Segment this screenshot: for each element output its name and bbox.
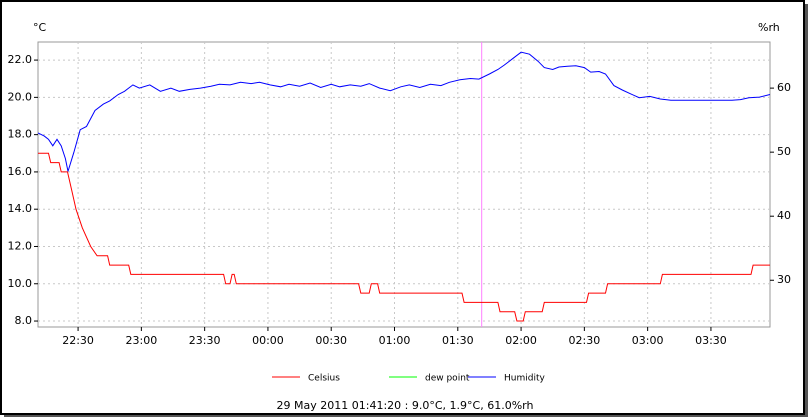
series-line	[38, 152, 770, 322]
y-tick-label: 18.0	[8, 128, 33, 141]
x-tick-label: 01:30	[442, 334, 474, 347]
x-tick-label: 23:00	[126, 334, 158, 347]
legend-label: Celsius	[308, 374, 340, 384]
y2-tick-label: 50	[777, 145, 791, 158]
x-tick-label: 02:00	[505, 334, 537, 347]
x-tick-label: 23:30	[189, 334, 221, 347]
y2-tick-label: 60	[777, 81, 791, 94]
y-tick-label: 22.0	[8, 53, 33, 66]
series-line	[37, 51, 771, 172]
y-tick-label: 20.0	[8, 90, 33, 103]
y2-axis-label: %rh	[758, 21, 780, 34]
legend-label: Humidity	[504, 374, 545, 384]
y2-tick-label: 40	[777, 209, 791, 222]
y2-tick-label: 30	[777, 273, 791, 286]
y-tick-label: 14.0	[8, 202, 33, 215]
y-tick-label: 8.0	[15, 314, 33, 327]
x-tick-label: 22:30	[62, 334, 94, 347]
x-tick-label: 01:00	[379, 334, 411, 347]
x-tick-label: 00:30	[315, 334, 347, 347]
x-tick-label: 02:30	[569, 334, 601, 347]
y-tick-label: 10.0	[8, 277, 33, 290]
x-tick-label: 03:00	[632, 334, 664, 347]
legend-label: dew point	[425, 374, 470, 384]
x-tick-label: 03:30	[695, 334, 727, 347]
plot-area	[37, 41, 771, 328]
status-text: 29 May 2011 01:41:20 : 9.0°C, 1.9°C, 61.…	[277, 399, 534, 412]
y-axis-label: °C	[33, 21, 47, 34]
y-tick-label: 16.0	[8, 165, 33, 178]
y-tick-label: 12.0	[8, 239, 33, 252]
x-tick-label: 00:00	[252, 334, 284, 347]
